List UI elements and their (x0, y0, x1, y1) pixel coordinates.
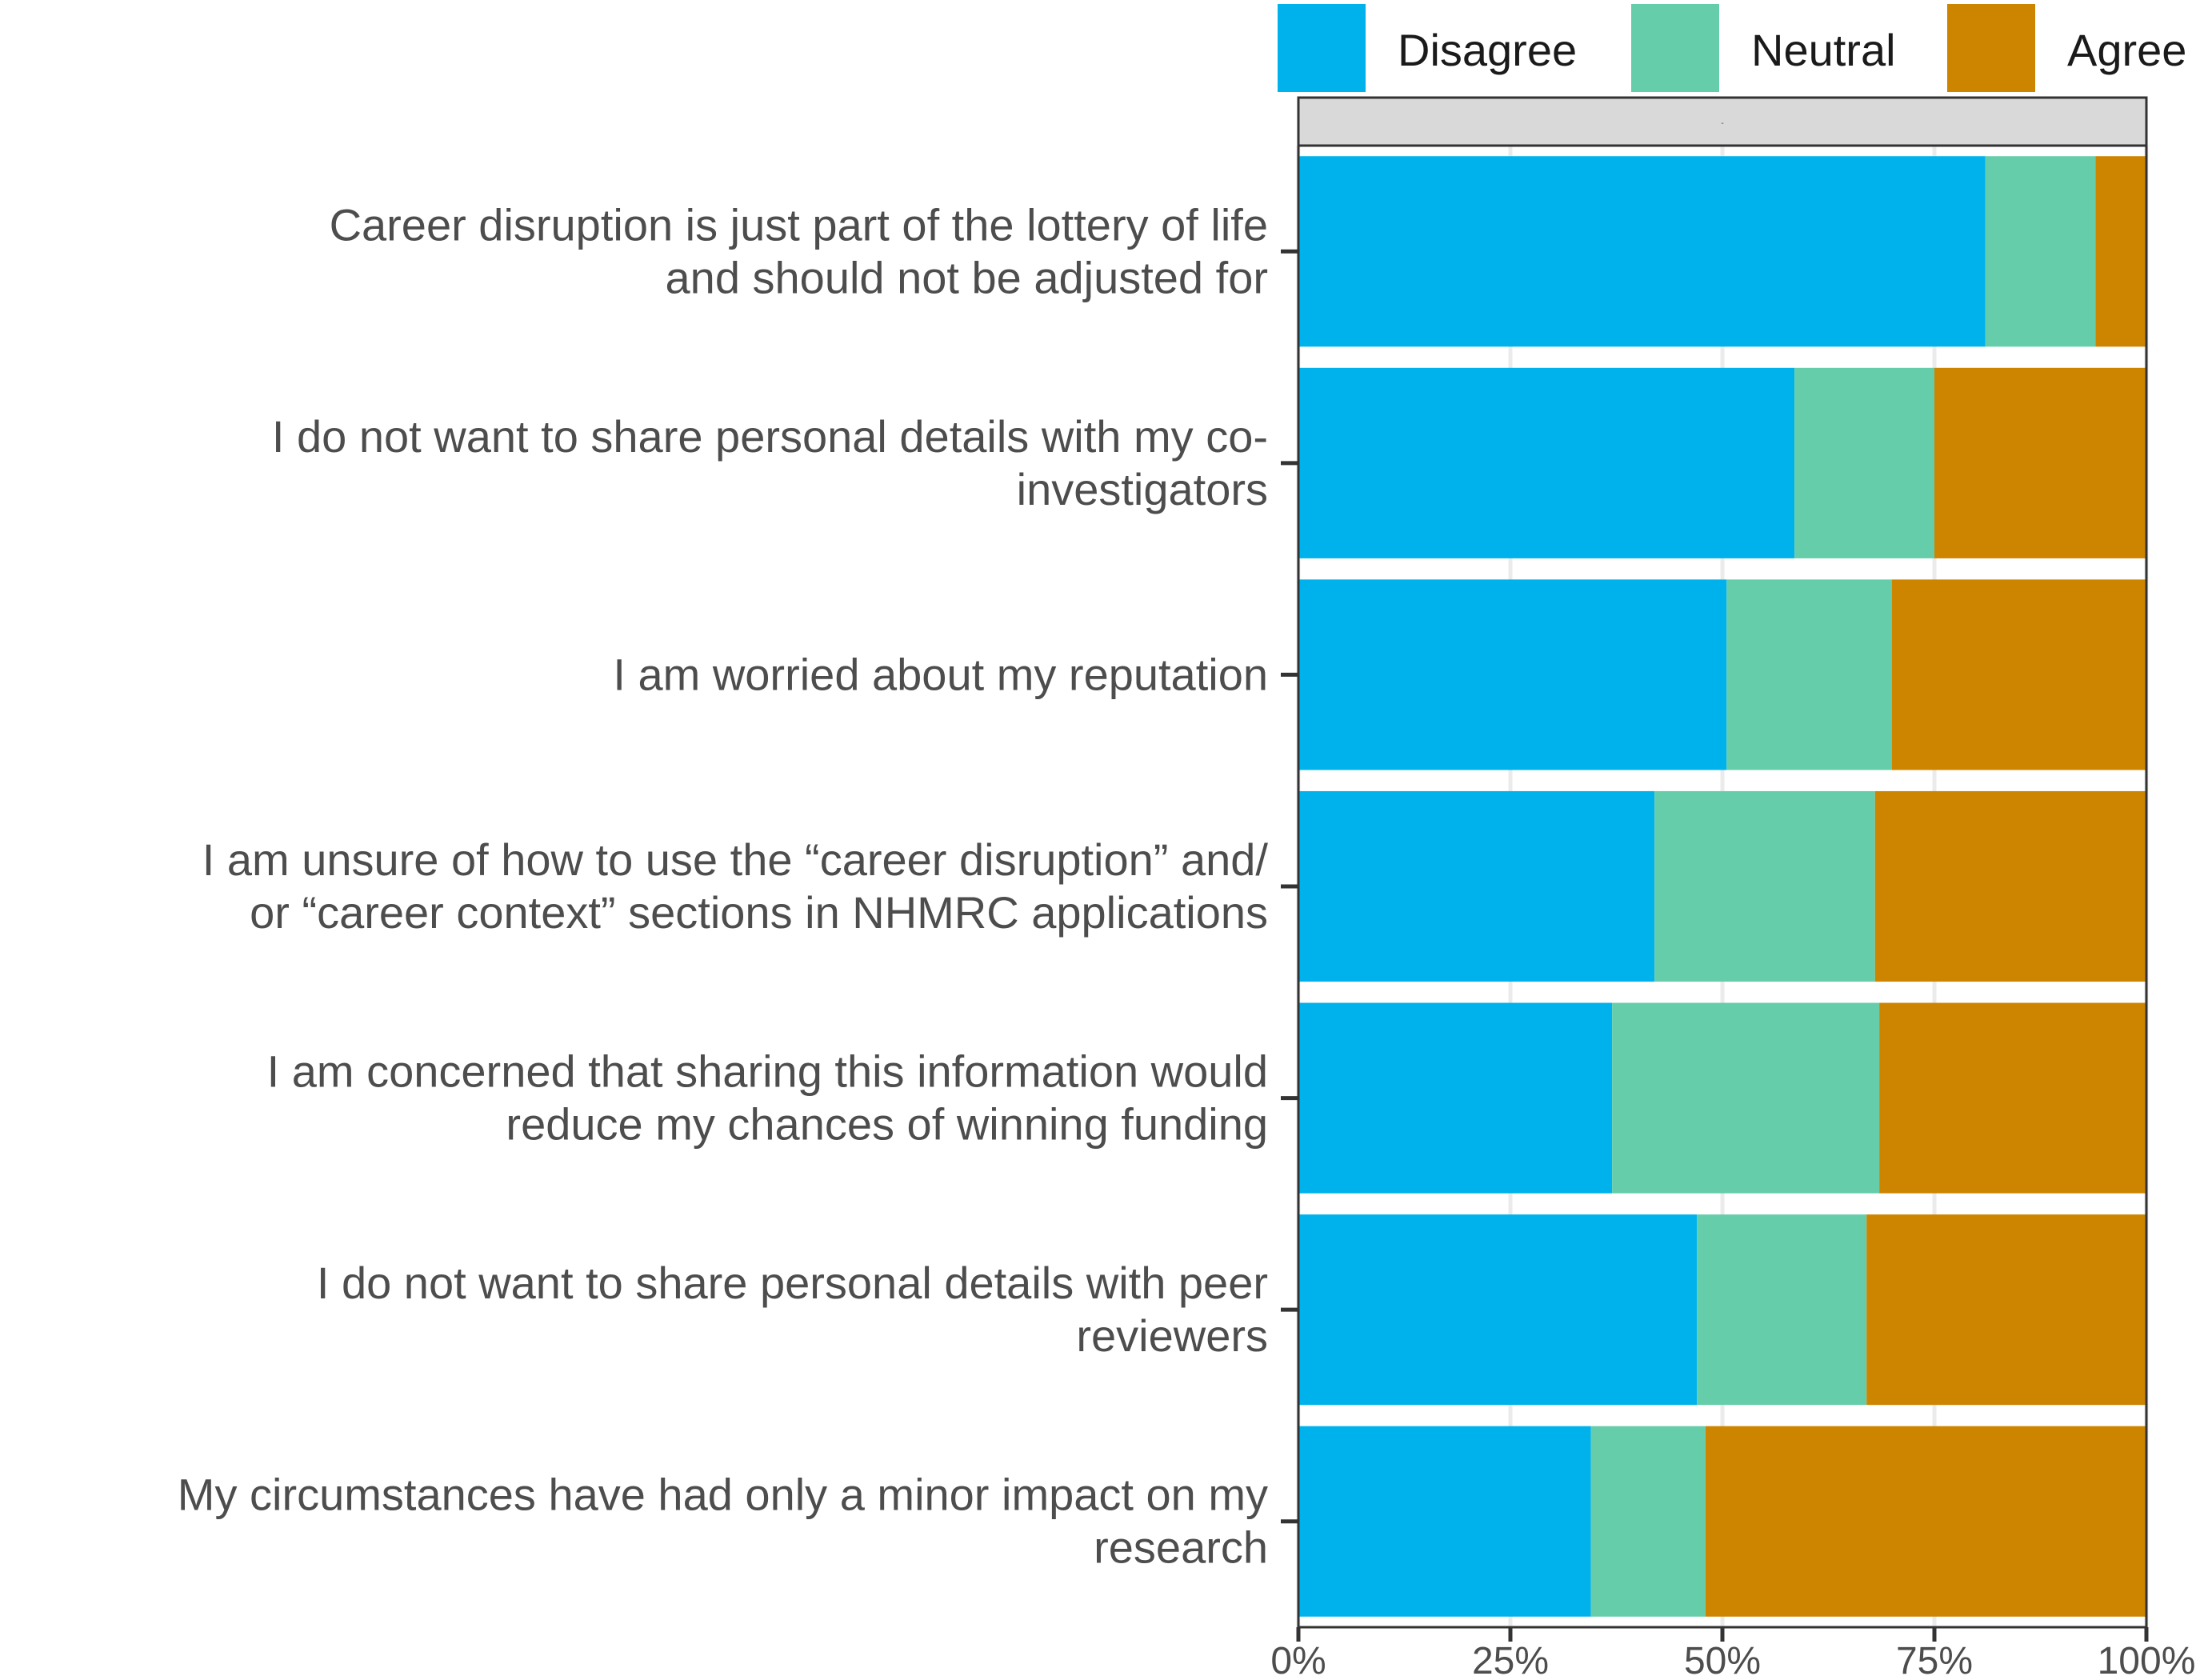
x-tick-label: 50% (1684, 1640, 1761, 1680)
bar-disagree (1298, 1002, 1613, 1194)
legend-key-neutral (1631, 4, 1719, 92)
legend-label-neutral: Neutral (1751, 25, 1896, 75)
facet-strip-label: - (1721, 119, 1723, 128)
bar-disagree (1298, 790, 1655, 982)
category-label: reduce my chances of winning funding (506, 1099, 1268, 1150)
x-tick-label: 0% (1270, 1640, 1326, 1680)
bar-agree (1866, 1214, 2146, 1406)
bar-disagree (1298, 367, 1795, 558)
bar-neutral (1985, 156, 2096, 347)
category-label: Career disruption is just part of the lo… (330, 199, 1268, 250)
category-label: I do not want to share personal details … (317, 1258, 1268, 1308)
bar-neutral (1697, 1214, 1867, 1406)
bar-neutral (1794, 367, 1934, 558)
bar-agree (1879, 1002, 2146, 1194)
category-label: and should not be adjusted for (666, 252, 1268, 302)
bar-disagree (1298, 156, 1986, 347)
x-axis: 0% 25% 50% 75% 100% (1270, 1627, 2195, 1680)
legend: Disagree Neutral Agree (1278, 4, 2186, 92)
legend-label-agree: Agree (2067, 25, 2186, 75)
x-tick-label: 100% (2098, 1640, 2196, 1680)
category-label: I do not want to share personal details … (272, 411, 1268, 462)
category-label: reviewers (1076, 1310, 1268, 1361)
category-label: investigators (1017, 464, 1268, 514)
facet-strip: - (1297, 96, 2148, 147)
bar-agree (1874, 790, 2146, 982)
category-label: I am worried about my reputation (613, 649, 1268, 699)
bar-disagree (1298, 579, 1727, 770)
bar-neutral (1726, 579, 1892, 770)
legend-label-disagree: Disagree (1398, 25, 1577, 75)
category-label: I am unsure of how to use the “career di… (202, 834, 1269, 885)
legend-key-agree (1947, 4, 2035, 92)
category-label: My circumstances have had only a minor i… (178, 1470, 1268, 1520)
plot-panel (1296, 144, 2149, 1629)
category-label: research (1094, 1522, 1268, 1573)
y-axis: Career disruption is just part of the lo… (178, 199, 1298, 1573)
bar-agree (1892, 579, 2146, 770)
category-label: I am concerned that sharing this informa… (267, 1046, 1268, 1097)
bar-agree (1705, 1426, 2146, 1617)
legend-key-disagree (1278, 4, 1366, 92)
bar-disagree (1298, 1426, 1591, 1617)
bar-agree (1934, 367, 2146, 558)
x-tick-label: 25% (1472, 1640, 1549, 1680)
category-label: or “career context” sections in NHMRC ap… (250, 887, 1268, 938)
facet-strip-background (1297, 96, 2148, 147)
bar-neutral (1612, 1002, 1880, 1194)
bar-neutral (1590, 1426, 1706, 1617)
bar-disagree (1298, 1214, 1698, 1406)
bar-neutral (1654, 790, 1875, 982)
bar-agree (2095, 156, 2146, 347)
x-tick-label: 75% (1896, 1640, 1973, 1680)
